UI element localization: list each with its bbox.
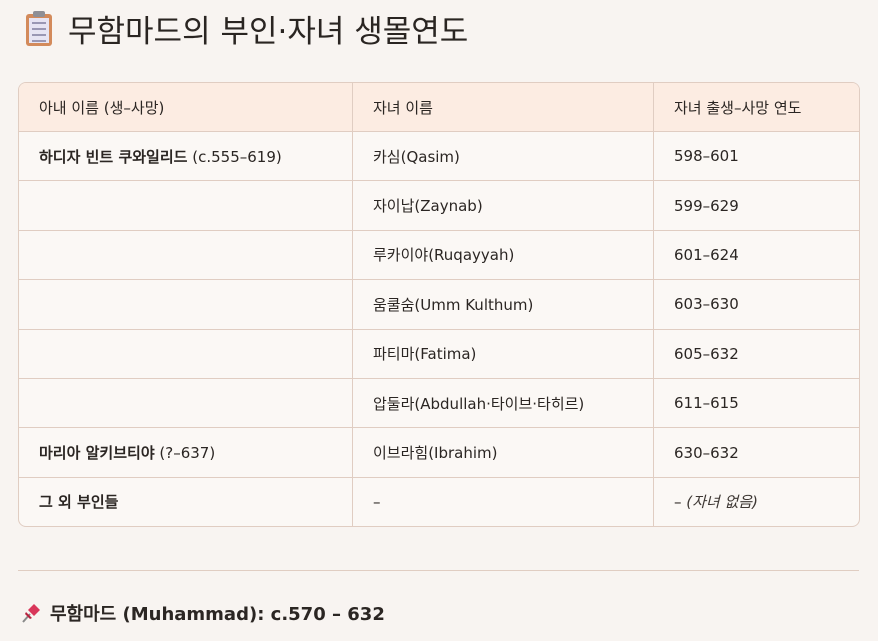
wife-years: (c.555–619) (192, 147, 282, 166)
child-name: 이브라힘(Ibrahim) (352, 427, 654, 478)
wife-cell (19, 378, 353, 429)
wife-name: 그 외 부인들 (39, 493, 119, 512)
footer-text: 무함마드 (Muhammad): c.570 – 632 (50, 604, 385, 625)
years-cell: 630–632 (653, 427, 859, 478)
table-row: 그 외 부인들 – – (자녀 없음) (19, 477, 860, 527)
child-years: 603–630 (674, 295, 739, 314)
table-row: 파티마(Fatima) 605–632 (19, 329, 859, 379)
child-name: 압둘라(Abdullah·타이브·타히르) (352, 378, 654, 429)
page-title: 무함마드의 부인·자녀 생몰연도 (24, 6, 468, 50)
wife-cell: 그 외 부인들 (19, 477, 353, 527)
child-name: – (352, 477, 654, 527)
child-years: 630–632 (674, 443, 739, 462)
child-name: 움쿨숨(Umm Kulthum) (352, 279, 654, 330)
wife-cell: 마리아 알키브티야 (?–637) (19, 427, 353, 478)
years-cell: 603–630 (653, 279, 859, 330)
child-name: 자이납(Zaynab) (352, 180, 654, 231)
years-cell: 598–601 (653, 131, 859, 182)
years-cell: 599–629 (653, 180, 859, 231)
years-cell: 605–632 (653, 329, 859, 379)
wife-cell (19, 279, 353, 330)
child-years: 611–615 (674, 394, 739, 413)
child-name: 파티마(Fatima) (352, 329, 654, 379)
child-years: 601–624 (674, 245, 739, 264)
wife-name: 하디자 빈트 쿠와일리드 (39, 147, 188, 166)
table-row: 압둘라(Abdullah·타이브·타히르) 611–615 (19, 378, 859, 429)
wife-years: (?–637) (159, 444, 216, 463)
child-years: – (674, 493, 682, 512)
wife-cell (19, 230, 353, 281)
child-years: 598–601 (674, 147, 739, 166)
wife-cell (19, 329, 353, 379)
years-cell: 601–624 (653, 230, 859, 281)
wife-name: 마리아 알키브티야 (39, 444, 155, 463)
table-row: 루카이야(Ruqayyah) 601–624 (19, 230, 859, 281)
years-cell: – (자녀 없음) (654, 477, 860, 526)
page-title-text: 무함마드의 부인·자녀 생몰연도 (68, 13, 469, 50)
header-wife: 아내 이름 (생–사망) (19, 83, 353, 132)
clipboard-icon (24, 10, 54, 46)
child-years: 599–629 (674, 196, 739, 215)
wife-cell: 하디자 빈트 쿠와일리드 (c.555–619) (19, 131, 353, 182)
table-row: 마리아 알키브티야 (?–637) 이브라힘(Ibrahim) 630–632 (19, 427, 859, 478)
header-child: 자녀 이름 (352, 83, 654, 132)
wife-cell (19, 180, 353, 231)
table-row: 하디자 빈트 쿠와일리드 (c.555–619) 카심(Qasim) 598–601 (19, 131, 859, 182)
wives-children-table: 아내 이름 (생–사망) 자녀 이름 자녀 출생–사망 연도 하디자 빈트 쿠와… (18, 82, 860, 528)
table-row: 자이납(Zaynab) 599–629 (19, 180, 859, 231)
child-name: 루카이야(Ruqayyah) (352, 230, 654, 281)
header-years: 자녀 출생–사망 연도 (653, 83, 859, 132)
child-name: 카심(Qasim) (352, 131, 654, 182)
child-years: 605–632 (674, 344, 739, 363)
years-note: (자녀 없음) (686, 493, 758, 512)
footer-note: 무함마드 (Muhammad): c.570 – 632 (20, 600, 385, 626)
table-row: 움쿨숨(Umm Kulthum) 603–630 (19, 279, 859, 330)
table-header-row: 아내 이름 (생–사망) 자녀 이름 자녀 출생–사망 연도 (19, 83, 859, 132)
years-cell: 611–615 (653, 378, 859, 429)
pushpin-icon (22, 604, 40, 623)
divider (18, 570, 859, 571)
